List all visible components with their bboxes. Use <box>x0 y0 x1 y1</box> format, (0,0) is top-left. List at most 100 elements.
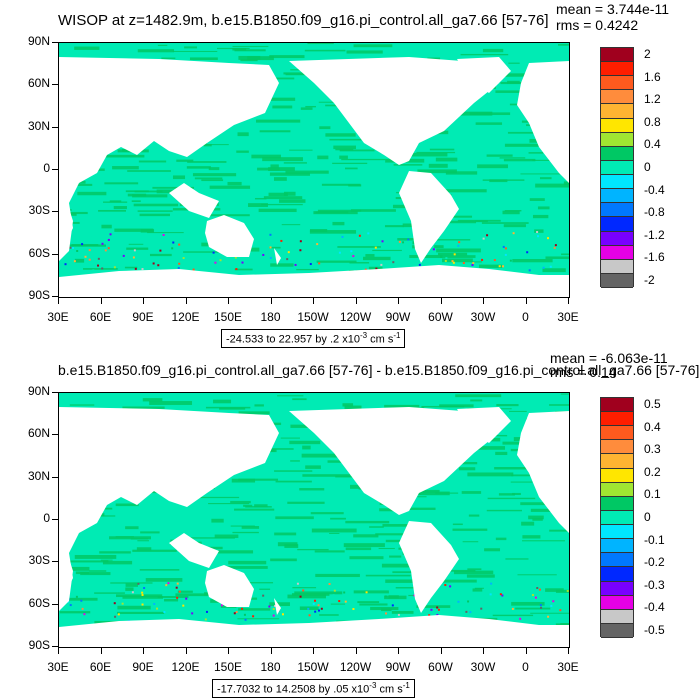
contour-streak <box>319 614 339 616</box>
colorbar-swatch <box>601 62 633 77</box>
colorbar-swatch <box>601 76 633 91</box>
contour-streak <box>495 537 507 541</box>
contour-streak <box>275 480 312 483</box>
contour-speckle <box>452 261 455 264</box>
contour-speckle <box>449 585 452 588</box>
contour-streak <box>555 589 569 593</box>
contour-speckle <box>88 249 91 252</box>
contour-speckle <box>262 594 265 597</box>
colorbar-swatch <box>601 48 633 63</box>
contour-streak <box>495 451 508 456</box>
contour-speckle <box>537 235 540 238</box>
colorbar-label: 0.8 <box>644 114 661 129</box>
contour-streak <box>283 191 296 196</box>
contour-streak <box>467 472 514 477</box>
x-tick-label: 60E <box>89 660 112 674</box>
contour-speckle <box>101 267 104 270</box>
contour-streak <box>147 232 184 234</box>
contour-streak <box>132 194 168 198</box>
contour-streak <box>238 55 261 60</box>
contour-speckle <box>338 600 341 603</box>
contour-speckle <box>185 597 188 600</box>
contour-speckle <box>172 241 175 244</box>
contour-streak <box>537 206 550 210</box>
contour-speckle <box>430 608 433 611</box>
contour-streak <box>139 569 180 571</box>
contour-speckle <box>132 239 135 242</box>
contour-streak <box>319 126 331 130</box>
contour-speckle <box>235 268 238 271</box>
contour-speckle <box>296 582 299 585</box>
contour-streak <box>489 179 508 183</box>
contour-speckle <box>81 607 84 610</box>
colorbar-swatch <box>601 553 633 568</box>
contour-streak <box>289 440 321 445</box>
colorbar-swatch <box>601 160 633 176</box>
contour-streak <box>190 537 235 539</box>
contour-streak <box>125 583 138 587</box>
contour-streak <box>520 502 555 506</box>
contour-streak <box>248 203 268 207</box>
x-tick-label: 30E <box>557 660 579 674</box>
colorbar-swatch <box>601 468 633 483</box>
contour-streak <box>245 506 272 508</box>
contour-streak <box>502 210 520 215</box>
contour-streak <box>337 246 381 248</box>
contour-speckle <box>113 602 116 605</box>
contour-speckle <box>153 602 156 605</box>
contour-streak <box>234 49 266 52</box>
colorbar-swatch <box>601 440 633 455</box>
x-tick-mark <box>568 298 569 304</box>
x-tick-label: 180 <box>260 310 281 324</box>
contour-streak <box>203 143 212 147</box>
y-tick-label: 60N <box>27 76 50 91</box>
contour-streak <box>90 515 116 517</box>
contour-streak <box>254 404 264 407</box>
contour-speckle <box>464 245 467 248</box>
contour-streak <box>484 548 501 552</box>
colorbar-label: -0.1 <box>644 532 665 547</box>
contour-streak <box>74 46 100 50</box>
x-tick-label: 150W <box>297 660 329 674</box>
contour-speckle <box>418 263 421 266</box>
contour-speckle <box>453 253 456 256</box>
contour-streak <box>511 601 545 606</box>
contour-speckle <box>385 612 388 615</box>
contour-speckle <box>241 607 244 610</box>
contour-streak <box>442 258 473 263</box>
contour-streak <box>521 521 535 526</box>
range-exponent: -3 <box>369 681 377 690</box>
contour-streak <box>272 105 293 109</box>
contour-streak <box>98 209 126 212</box>
contour-speckle <box>134 267 137 270</box>
contour-speckle <box>137 582 140 585</box>
contour-range-label: -24.533 to 22.957 by .2 x10-3 cm s-1 <box>221 329 406 348</box>
contour-streak <box>125 190 149 193</box>
colorbar-label: 0.1 <box>644 487 661 502</box>
land-mask <box>289 407 499 515</box>
contour-speckle <box>457 244 460 247</box>
contour-streak <box>83 268 118 270</box>
contour-streak <box>384 225 404 228</box>
colorbar-label: -0.2 <box>644 555 665 570</box>
contour-speckle <box>220 604 223 607</box>
x-tick-mark <box>143 648 144 654</box>
contour-speckle <box>343 591 346 594</box>
contour-streak <box>257 167 280 171</box>
contour-speckle <box>519 617 522 620</box>
contour-speckle <box>113 266 116 269</box>
contour-streak <box>400 152 448 157</box>
contour-streak <box>316 260 357 263</box>
contour-streak <box>213 399 232 404</box>
x-tick-mark <box>313 648 314 654</box>
contour-streak <box>214 534 239 539</box>
contour-streak <box>132 549 177 552</box>
colorbar-swatch <box>601 426 633 441</box>
contour-streak <box>283 72 313 75</box>
contour-streak <box>69 404 95 406</box>
contour-streak <box>436 248 481 253</box>
contour-streak <box>255 119 301 123</box>
contour-streak <box>172 175 186 180</box>
contour-speckle <box>234 256 237 259</box>
contour-speckle <box>381 240 384 243</box>
